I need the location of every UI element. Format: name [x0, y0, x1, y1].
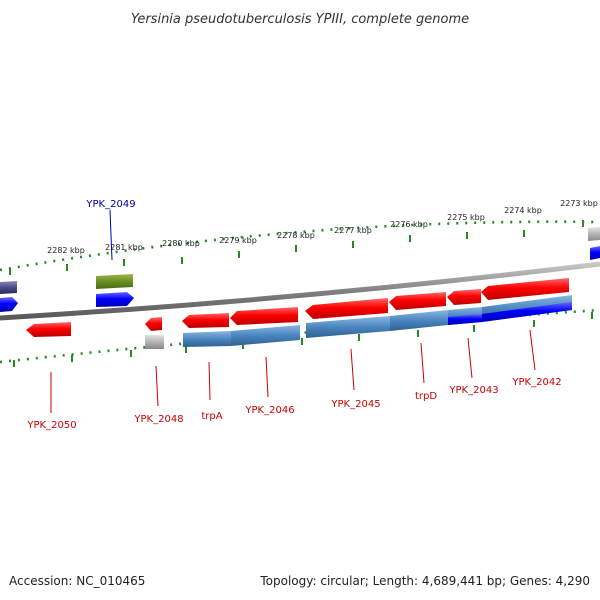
gene-arrow-blue — [0, 297, 18, 312]
gene-strip-blue-ypk2043 — [448, 314, 482, 325]
scale-label: 2273 kbp — [560, 199, 598, 208]
inner-scale-major-ticks — [13, 312, 593, 367]
outer-scale-major-ticks — [9, 220, 584, 275]
gene-block-trpa-steel — [183, 331, 231, 347]
gene-block-olive — [96, 274, 133, 289]
blue-gene-track — [145, 295, 572, 349]
gene-block-grey — [145, 335, 164, 349]
gene-block-navy — [0, 281, 17, 294]
gene-block-grey-right — [588, 227, 600, 241]
scale-label: 2278 kbp — [277, 231, 315, 240]
gene-label: YPK_2048 — [133, 414, 183, 425]
leader-ypk2049 — [109, 209, 113, 261]
gene-arrow-trpa — [182, 313, 229, 328]
gene-block-ypk2045-steel — [306, 316, 390, 338]
accession-text: Accession: NC_010465 — [9, 574, 146, 588]
gene-arrow-ypk2046 — [230, 307, 298, 325]
gene-block-ypk2046-steel — [231, 325, 300, 346]
gene-arrow-ypk2045 — [305, 298, 388, 319]
gene-arrow-ypk2043 — [447, 289, 481, 305]
gene-arrow-ypk2042 — [481, 278, 569, 300]
leader-ypk2042 — [529, 329, 536, 371]
gene-label: YPK_2042 — [511, 377, 561, 388]
leader-ypk2045 — [350, 348, 355, 391]
red-gene-track — [26, 278, 569, 337]
gene-label: YPK_2043 — [448, 385, 498, 396]
scale-label: 2282 kbp — [47, 246, 85, 255]
gene-arrow-blue-ypk2049 — [96, 292, 134, 307]
leader-trpd — [420, 342, 425, 384]
scale-label: 2276 kbp — [390, 220, 428, 229]
gene-label: trpA — [201, 411, 222, 422]
gene-strip-blue-ypk2042 — [482, 302, 572, 322]
leader-ypk2048 — [155, 365, 159, 407]
gene-block-trpd-steel — [390, 310, 448, 331]
genome-summary-text: Topology: circular; Length: 4,689,441 bp… — [260, 574, 590, 588]
leader-ypk2043 — [467, 337, 473, 379]
leader-trpa — [208, 361, 211, 401]
scale-labels: 2282 kbp 2281 kbp 2280 kbp 2279 kbp 2278… — [47, 199, 598, 255]
upper-features — [0, 227, 600, 312]
scale-label: 2280 kbp — [162, 239, 200, 248]
gene-labels: YPK_2049 YPK_2050 YPK_2048 trpA YPK_2046… — [26, 199, 561, 431]
gene-label: trpD — [415, 391, 437, 402]
gene-label: YPK_2045 — [330, 399, 380, 410]
leader-lines — [50, 209, 536, 413]
scale-label: 2281 kbp — [105, 243, 143, 252]
scale-label: 2279 kbp — [219, 236, 257, 245]
scale-label: 2277 kbp — [334, 226, 372, 235]
scale-label: 2274 kbp — [504, 206, 542, 215]
gene-label: YPK_2050 — [26, 420, 76, 431]
map-title: Yersinia pseudotuberculosis YPIII, compl… — [131, 12, 469, 27]
gene-arrow-ypk2050 — [26, 322, 71, 337]
leader-ypk2046 — [265, 356, 269, 398]
outer-scale-dots — [0, 220, 600, 272]
genome-backbone — [0, 261, 600, 321]
gene-label: YPK_2049 — [85, 199, 135, 210]
gene-arrow-ypk2048 — [145, 317, 162, 331]
scale-label: 2275 kbp — [447, 213, 485, 222]
gene-label: YPK_2046 — [244, 405, 294, 416]
gene-arrow-blue-right — [590, 246, 600, 260]
gene-arrow-trpd — [389, 292, 446, 310]
